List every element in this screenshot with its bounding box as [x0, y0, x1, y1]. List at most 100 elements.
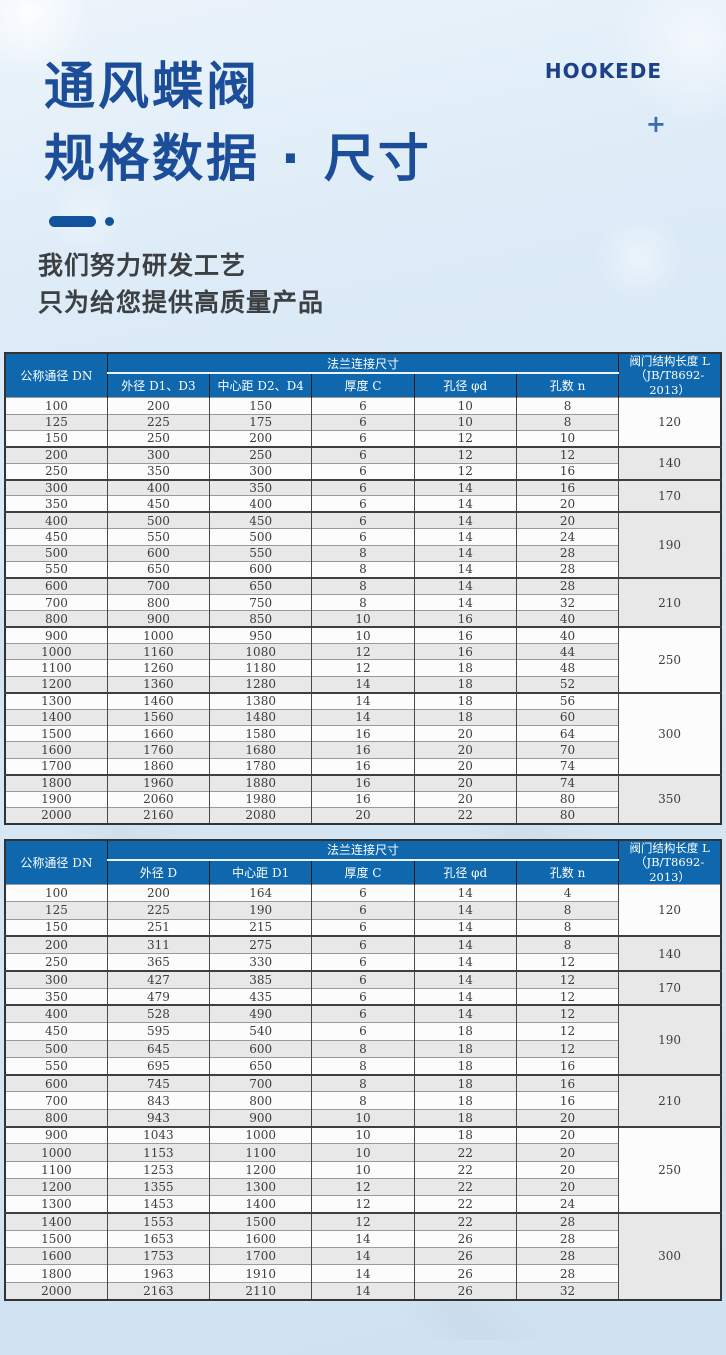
value-cell: 1280	[209, 675, 313, 693]
table-row: 700 843 800 8 18 16	[4, 1091, 721, 1110]
value-cell: 10	[311, 1125, 415, 1144]
value-cell: 6	[311, 987, 415, 1006]
value-cell: 745	[106, 1073, 211, 1092]
value-cell: 18	[413, 1056, 517, 1075]
table-row: 1500 1653 1600 14 26 28	[4, 1229, 721, 1248]
value-cell: 200	[106, 397, 211, 415]
dn-cell: 550	[4, 561, 108, 578]
value-cell: 28	[515, 561, 620, 578]
title-divider	[49, 216, 114, 227]
table-row: 900 1000 950 10 16 40 250	[4, 626, 722, 693]
value-cell: 20	[413, 757, 517, 775]
value-cell: 12	[311, 1212, 415, 1231]
table-row: 550 695 650 8 18 16	[4, 1056, 721, 1075]
dn-cell: 1200	[4, 1177, 108, 1196]
table-row: 1000 1160 1080 12 16 44	[4, 642, 721, 660]
col-header-sub: 中心距 D1	[209, 859, 313, 885]
table-row: 125 225 175 6 10 8	[4, 413, 721, 431]
value-cell: 490	[209, 1004, 313, 1023]
value-cell: 700	[209, 1073, 313, 1092]
spec-table-section-2: 公称通径 DN 法兰连接尺寸 阀门结构长度 L （JB/T8692-2013） 外径 D…	[4, 838, 722, 1301]
value-cell: 540	[209, 1022, 313, 1041]
value-cell: 164	[209, 883, 313, 902]
dn-cell: 450	[4, 528, 108, 546]
dn-cell: 1900	[4, 790, 108, 808]
value-cell: 8	[515, 935, 620, 954]
value-cell: 1580	[209, 724, 313, 742]
value-cell: 20	[413, 741, 517, 759]
col-header-dn: 公称通径 DN	[4, 839, 108, 885]
page-subtitle-line2: 只为给您提供高质量产品	[38, 288, 325, 317]
table-row: 800 943 900 10 18 20	[4, 1108, 721, 1127]
dn-cell: 1000	[4, 642, 108, 660]
value-cell: 80	[515, 806, 620, 824]
value-cell: 300	[209, 462, 313, 480]
value-cell: 24	[515, 528, 620, 546]
value-cell: 16	[311, 773, 415, 791]
value-cell: 6	[311, 429, 415, 447]
value-cell: 8	[311, 561, 415, 578]
value-cell: 450	[209, 511, 313, 529]
value-cell: 943	[106, 1108, 211, 1127]
dn-cell: 300	[4, 969, 108, 989]
value-cell: 14	[413, 495, 517, 513]
value-cell: 14	[311, 1229, 415, 1248]
value-cell: 12	[311, 659, 415, 677]
value-cell: 70	[515, 741, 620, 759]
value-cell: 10	[413, 413, 517, 431]
table-row: 350 479 435 6 14 12	[4, 987, 721, 1006]
value-cell: 1980	[209, 790, 313, 808]
value-cell: 1910	[209, 1264, 313, 1283]
value-cell: 1700	[209, 1247, 313, 1265]
value-cell: 1180	[209, 659, 313, 677]
value-cell: 18	[413, 675, 517, 693]
spec-table-section-1: 公称通径 DN 法兰连接尺寸 阀门结构长度 L （JB/T8692-2013） 外径 D…	[4, 352, 722, 825]
table-row: 1800 1963 1910 14 26 28	[4, 1264, 721, 1283]
table-row: 150 251 215 6 14 8	[4, 918, 721, 937]
dn-cell: 2000	[4, 1281, 108, 1300]
value-cell: 14	[311, 708, 415, 726]
value-cell: 1500	[209, 1212, 313, 1231]
value-cell: 14	[311, 691, 415, 710]
value-cell: 20	[515, 511, 620, 529]
value-cell: 435	[209, 987, 313, 1006]
table-row: 125 225 190 6 14 8	[4, 901, 721, 919]
value-cell: 28	[515, 1212, 620, 1231]
value-cell: 190	[209, 901, 313, 919]
value-cell: 10	[311, 1108, 415, 1127]
value-cell: 1860	[106, 757, 211, 775]
value-cell: 6	[311, 445, 415, 464]
value-cell: 6	[311, 413, 415, 431]
page-title-line1: 通风蝶阀	[44, 58, 261, 117]
value-cell: 14	[413, 544, 517, 562]
value-cell: 6	[311, 969, 415, 989]
dn-cell: 300	[4, 478, 108, 496]
dn-cell: 1500	[4, 1229, 108, 1248]
value-cell: 427	[106, 969, 211, 989]
value-cell: 20	[311, 806, 415, 824]
value-cell: 12	[311, 642, 415, 660]
dn-cell: 900	[4, 1125, 108, 1144]
col-header-sub: 孔数 n	[515, 859, 620, 885]
value-cell: 14	[413, 953, 517, 971]
value-cell: 6	[311, 935, 415, 954]
dn-cell: 800	[4, 1108, 108, 1127]
value-cell: 550	[106, 528, 211, 546]
value-cell: 20	[515, 1143, 620, 1162]
length-cell: 250	[618, 626, 722, 693]
dn-cell: 1800	[4, 1264, 108, 1283]
value-cell: 22	[413, 1160, 517, 1179]
value-cell: 1780	[209, 757, 313, 775]
dn-cell: 350	[4, 987, 108, 1006]
value-cell: 400	[209, 495, 313, 513]
value-cell: 18	[413, 659, 517, 677]
spec-table-flat-flange: 公称通径 DN 法兰连接尺寸 阀门结构长度 L （JB/T8692-2013） 外径 D…	[4, 352, 722, 825]
value-cell: 14	[311, 1281, 415, 1300]
value-cell: 6	[311, 1022, 415, 1041]
value-cell: 16	[515, 1073, 620, 1092]
dn-cell: 1100	[4, 659, 108, 677]
value-cell: 1880	[209, 773, 313, 791]
length-cell: 140	[618, 935, 722, 971]
length-cell: 140	[618, 445, 722, 480]
